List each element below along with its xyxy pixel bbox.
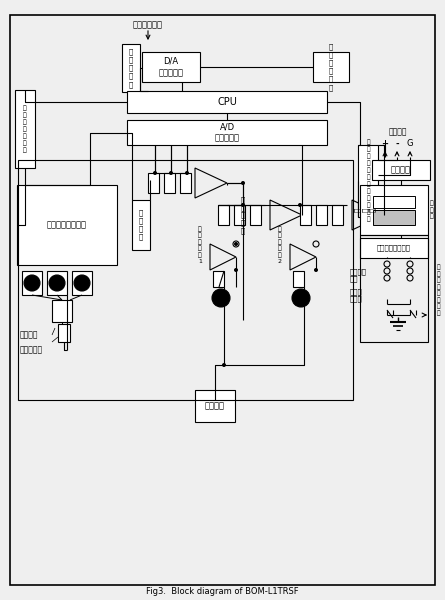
Circle shape	[234, 242, 238, 246]
Text: ス
イ
ッ
チ
コ
ン
ト
ロ
ー
ル
回
路: ス イ ッ チ コ ン ト ロ ー ル 回 路	[366, 140, 370, 222]
Bar	[332, 205, 343, 225]
Bar	[373, 210, 415, 225]
Bar	[142, 52, 200, 82]
Bar	[164, 173, 175, 193]
Text: ヒューズ
２本: ヒューズ ２本	[350, 268, 367, 282]
Bar	[22, 271, 42, 295]
Text: 電源ス
イッチ: 電源ス イッチ	[350, 288, 363, 302]
Text: デ
ィ
テ
ク
タ
1: デ ィ テ ク タ 1	[198, 226, 202, 264]
Text: D/A
コンバータ: D/A コンバータ	[158, 57, 183, 77]
Bar	[218, 205, 229, 225]
Bar	[180, 173, 191, 193]
Circle shape	[169, 171, 173, 175]
Text: タ
イ
ミ
ン
グ
回
路: タ イ ミ ン グ 回 路	[23, 105, 27, 153]
Bar	[18, 160, 353, 400]
Bar	[316, 205, 327, 225]
Text: ノイズフィルター: ノイズフィルター	[377, 245, 411, 251]
Text: 本
体
ケ
ー
ス
に
接
続: 本 体 ケ ー ス に 接 続	[436, 265, 440, 316]
Bar	[127, 120, 327, 145]
Text: 低
電
圧
パ
ネ
ル: 低 電 圧 パ ネ ル	[329, 43, 333, 91]
Text: アナログ出力: アナログ出力	[133, 20, 163, 29]
Bar	[360, 235, 428, 342]
Circle shape	[49, 275, 65, 291]
Text: 前
置
増
幅
器: 前 置 増 幅 器	[129, 49, 133, 88]
Text: 電源回路: 電源回路	[391, 166, 411, 175]
Bar	[293, 271, 304, 287]
Text: ゲ
イ
ン
切
替: ゲ イ ン 切 替	[241, 196, 245, 233]
Text: レーザー駆動回路: レーザー駆動回路	[47, 220, 87, 229]
Bar	[300, 205, 311, 225]
Text: +: +	[381, 139, 388, 148]
Bar	[313, 52, 349, 82]
Bar	[47, 271, 67, 295]
Bar	[250, 205, 261, 225]
Bar	[360, 238, 428, 258]
Bar	[58, 324, 70, 342]
Bar	[373, 196, 415, 208]
Circle shape	[153, 171, 157, 175]
Bar	[52, 300, 72, 322]
Text: 光カプラ: 光カプラ	[20, 330, 39, 339]
Bar	[15, 90, 35, 168]
Bar	[17, 185, 117, 265]
Circle shape	[292, 289, 310, 307]
Bar	[132, 200, 150, 250]
Bar	[195, 390, 235, 422]
Bar	[213, 271, 224, 287]
Circle shape	[298, 203, 302, 207]
Text: デ
ィ
テ
ク
タ
2: デ ィ テ ク タ 2	[278, 226, 282, 264]
Text: -: -	[395, 139, 399, 148]
Circle shape	[222, 363, 226, 367]
Bar	[148, 173, 159, 193]
Circle shape	[241, 203, 245, 207]
Text: CPU: CPU	[217, 97, 237, 107]
Bar	[72, 271, 92, 295]
Text: 光
電
変
換: 光 電 変 換	[139, 209, 143, 241]
Text: 直流電圧: 直流電圧	[389, 127, 407, 136]
Bar	[372, 160, 430, 180]
Circle shape	[74, 275, 90, 291]
Circle shape	[212, 289, 230, 307]
Circle shape	[241, 181, 245, 185]
Text: A/D
コンバータ: A/D コンバータ	[214, 122, 239, 143]
Text: G: G	[407, 139, 413, 148]
Text: 光コネクタ: 光コネクタ	[20, 345, 43, 354]
Bar	[127, 91, 327, 113]
Circle shape	[24, 275, 40, 291]
Bar	[358, 145, 378, 217]
Bar	[234, 205, 245, 225]
Circle shape	[234, 268, 238, 272]
Text: 遮
蔽
板: 遮 蔽 板	[430, 200, 434, 220]
Circle shape	[185, 171, 189, 175]
Text: 変
圧
器: 変 圧 器	[354, 208, 376, 212]
Circle shape	[314, 268, 318, 272]
Text: Fig3.  Block diagram of BOM-L1TRSF: Fig3. Block diagram of BOM-L1TRSF	[146, 587, 298, 596]
Text: プローブ: プローブ	[205, 401, 225, 410]
Bar	[360, 185, 428, 235]
Bar	[122, 44, 140, 92]
